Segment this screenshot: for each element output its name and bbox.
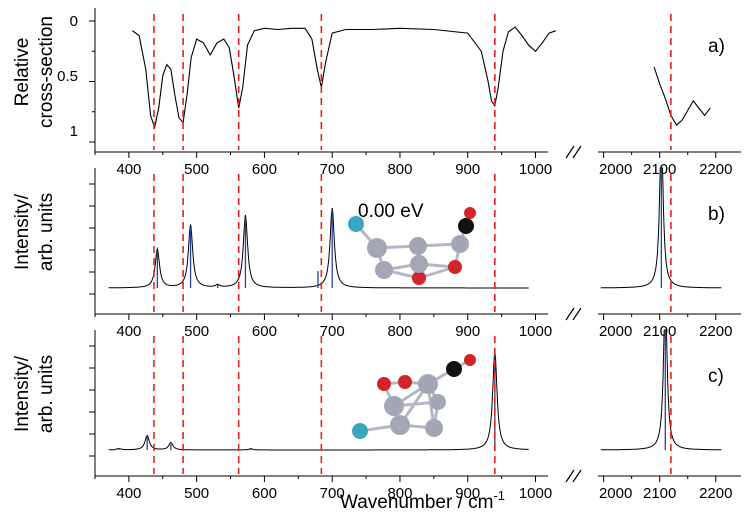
- x-tick-label: 2000: [599, 485, 632, 502]
- molecule-structure-c: [352, 354, 476, 439]
- energy-label: 0.00 eV: [358, 201, 424, 222]
- x-tick-label: 900: [455, 161, 480, 178]
- panel-a-ylabel-line1: Relative: [12, 38, 33, 107]
- x-tick-label: 500: [184, 323, 209, 340]
- spectrum-left: [108, 350, 529, 451]
- panel-c-ylabel-line2: arb. units: [36, 355, 57, 433]
- atom-grey: [375, 261, 393, 279]
- x-tick-label: 700: [320, 485, 345, 502]
- panel-b-axes: 400 500 600 700 800 900 1000 2000 2100 2200: [89, 168, 741, 340]
- x-axis-title: Wavenumber / cm-1: [340, 488, 505, 513]
- x-tick-label: 1000: [519, 485, 552, 502]
- x-tick-label: 900: [455, 323, 480, 340]
- panel-c-ylabel: Intensity/ arb. units: [12, 355, 57, 433]
- x-axis-title-text: Wavenumber / cm: [340, 492, 493, 513]
- atom-grey: [430, 394, 446, 410]
- x-tick-label: 2200: [699, 485, 732, 502]
- panel-b-label: b): [708, 204, 725, 225]
- x-tick-label: 2200: [699, 323, 732, 340]
- panel-a-ylabel: Relative cross-section: [12, 16, 57, 128]
- panel-a-spectrum-right: [653, 66, 711, 126]
- atom-red: [464, 354, 476, 366]
- x-axis-title-superscript: -1: [493, 488, 505, 503]
- panel-b-ylabel-line1: Intensity/: [12, 193, 33, 270]
- spectrum-right: [600, 329, 722, 451]
- atom-grey: [409, 237, 427, 255]
- atom-red: [464, 207, 476, 219]
- atom-black: [446, 361, 462, 377]
- atom-grey: [367, 238, 387, 258]
- atom-grey: [425, 419, 443, 437]
- atom-grey: [410, 255, 428, 273]
- x-tick-label: 600: [252, 161, 277, 178]
- atom-red: [398, 375, 412, 389]
- x-tick-label: 400: [116, 161, 141, 178]
- panel-b-ylabel: Intensity/ arb. units: [12, 193, 57, 271]
- atom-grey: [418, 374, 438, 394]
- panel-a-ytick-0: 0: [70, 13, 78, 30]
- molecule-structure-b: [348, 207, 476, 285]
- x-tick-label: 1000: [519, 323, 552, 340]
- panel-c-ylabel-line1: Intensity/: [12, 355, 33, 432]
- x-tick-label: 600: [252, 485, 277, 502]
- x-tick-label: 800: [387, 485, 412, 502]
- panel-a-ylabel-line2: cross-section: [36, 16, 57, 128]
- x-tick-label: 800: [387, 323, 412, 340]
- axis-break-marker: [565, 145, 582, 159]
- panel-a-spectrum-left: [131, 26, 556, 130]
- x-tick-label: 2100: [643, 161, 676, 178]
- x-tick-label: 600: [252, 323, 277, 340]
- axis-break-marker: [565, 469, 582, 483]
- x-tick-label: 2000: [599, 323, 632, 340]
- axis-break-marker: [565, 307, 582, 321]
- x-tick-label: 500: [184, 161, 209, 178]
- panel-a-ytick-2: 1: [70, 123, 78, 140]
- panel-b-ylabel-line2: arb. units: [36, 193, 57, 271]
- atom-red: [448, 260, 462, 274]
- atom-grey: [390, 415, 410, 435]
- x-tick-label: 800: [387, 161, 412, 178]
- atom-grey: [384, 396, 404, 416]
- panel-c-axes: 400 500 600 700 800 900 1000 2000 2100 2200: [89, 330, 741, 502]
- x-tick-label: 400: [116, 485, 141, 502]
- x-tick-label: 500: [184, 485, 209, 502]
- panel-c-label: c): [708, 366, 724, 387]
- x-tick-label: 2200: [699, 161, 732, 178]
- experimental-band-markers: [153, 14, 672, 474]
- x-tick-label: 700: [320, 161, 345, 178]
- x-tick-label: 2100: [643, 485, 676, 502]
- x-tick-label: 2000: [599, 161, 632, 178]
- panel-a-ytick-1: 0.5: [57, 68, 78, 85]
- x-tick-label: 900: [455, 485, 480, 502]
- panel-a-label: a): [708, 36, 725, 57]
- x-tick-label: 2100: [643, 323, 676, 340]
- panel-b-spectrum: [108, 167, 722, 289]
- atom-cyan: [348, 216, 364, 232]
- x-tick-label: 1000: [519, 161, 552, 178]
- atom-red: [412, 271, 426, 285]
- atom-red: [377, 377, 391, 391]
- atom-black: [458, 218, 474, 234]
- atom-cyan: [352, 423, 368, 439]
- x-tick-label: 700: [320, 323, 345, 340]
- panel-c-spectrum: [108, 329, 722, 451]
- panel-a-axes: 400 500 600 700 800 900 1000 2000 2100 2200: [89, 8, 741, 178]
- atom-grey: [451, 235, 469, 253]
- x-tick-label: 400: [116, 323, 141, 340]
